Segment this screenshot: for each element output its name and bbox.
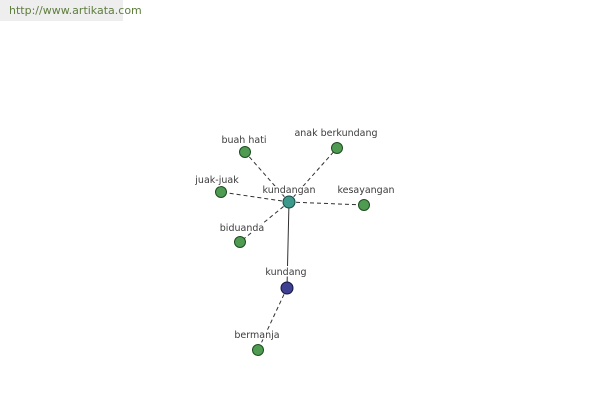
graph-edge-kundangan-biduanda bbox=[239, 201, 290, 243]
node-kesayangan[interactable] bbox=[358, 199, 370, 211]
node-kundangan[interactable] bbox=[282, 195, 296, 209]
graph-edge-kundang-bermanja bbox=[257, 287, 288, 351]
graph-edge-kundangan-kesayangan bbox=[288, 201, 365, 206]
graph-edge-kundangan-kundang bbox=[286, 201, 290, 289]
node-label-kesayangan[interactable]: kesayangan bbox=[336, 184, 396, 198]
node-label-biduanda[interactable]: biduanda bbox=[218, 222, 265, 236]
node-label-kundang[interactable]: kundang bbox=[264, 266, 308, 280]
node-juak-juak[interactable] bbox=[215, 186, 227, 198]
node-label-kundangan[interactable]: kundangan bbox=[261, 184, 317, 198]
url-bar: http://www.artikata.com bbox=[0, 0, 142, 21]
url-text: http://www.artikata.com bbox=[9, 4, 142, 17]
node-kundang[interactable] bbox=[280, 281, 294, 295]
node-label-anak-berkundang[interactable]: anak berkundang bbox=[293, 127, 379, 141]
graph-edge-kundangan-juak-juak bbox=[220, 191, 290, 203]
node-bermanja[interactable] bbox=[252, 344, 264, 356]
node-label-buah-hati[interactable]: buah hati bbox=[220, 134, 268, 148]
node-anak-berkundang[interactable] bbox=[331, 142, 343, 154]
node-biduanda[interactable] bbox=[234, 236, 246, 248]
graph-edge-kundangan-anak-berkundang bbox=[288, 147, 338, 203]
node-buah-hati[interactable] bbox=[239, 146, 251, 158]
node-label-bermanja[interactable]: bermanja bbox=[233, 329, 281, 343]
node-label-juak-juak[interactable]: juak-juak bbox=[193, 174, 241, 188]
